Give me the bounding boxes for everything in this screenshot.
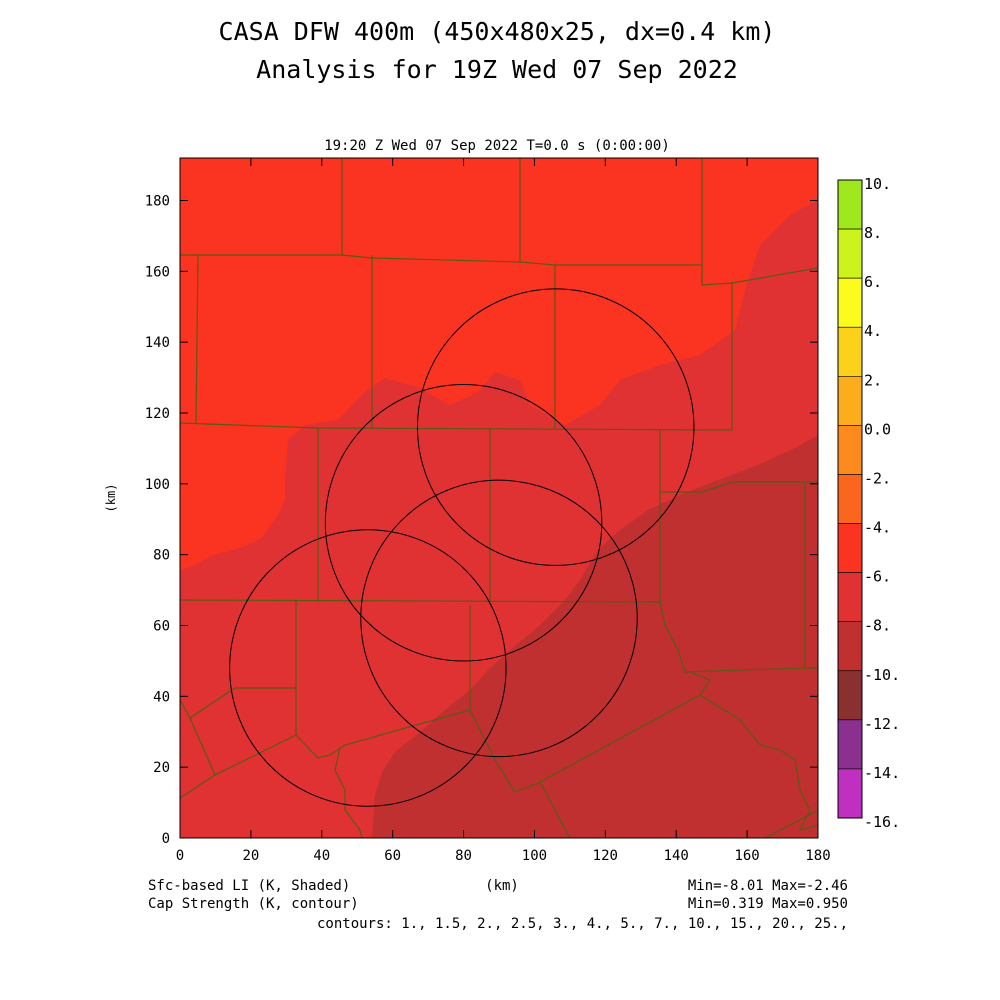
chart-subtitle: Analysis for 19Z Wed 07 Sep 2022	[256, 55, 738, 84]
y-tick-label: 0	[162, 831, 170, 847]
contour-field-label: Cap Strength (K, contour)	[148, 896, 359, 912]
colorbar-swatch	[837, 621, 863, 672]
x-tick-label: 120	[593, 848, 618, 864]
radar-ring	[229, 529, 507, 807]
colorbar-label: 2.	[864, 371, 882, 389]
shaded-field-label: Sfc-based LI (K, Shaded)	[148, 878, 350, 894]
colorbar-swatch	[837, 768, 863, 819]
x-axis-label: (km)	[485, 878, 519, 894]
chart-title: CASA DFW 400m (450x480x25, dx=0.4 km)	[219, 17, 776, 46]
y-tick-label: 120	[145, 406, 170, 422]
colorbar-label: 0.0	[864, 420, 891, 438]
colorbar-swatch	[837, 719, 863, 770]
radar-ring	[360, 479, 638, 758]
colorbar-label: -12.	[864, 715, 900, 733]
colorbar-frame	[837, 179, 863, 819]
plot-frame	[179, 157, 819, 839]
colorbar-swatch	[837, 474, 863, 524]
radar-rings	[229, 288, 695, 807]
radar-ring	[416, 288, 695, 566]
colorbar-label: -8.	[864, 617, 891, 635]
colorbar-swatch	[837, 277, 863, 328]
colorbar-swatch	[837, 179, 863, 230]
y-tick-label: 140	[145, 335, 170, 351]
radar-ring	[324, 384, 603, 662]
plot-area	[180, 158, 818, 838]
y-tick-label: 20	[153, 760, 170, 776]
y-axis-label: (km)	[104, 484, 118, 513]
colorbar-label: -14.	[864, 764, 900, 782]
x-tick-label: 60	[384, 848, 401, 864]
y-tick-label: 100	[145, 477, 170, 493]
x-tick-label: 40	[313, 848, 330, 864]
x-tick-label: 80	[455, 848, 472, 864]
y-tick-label: 40	[153, 689, 170, 705]
colorbar-label: -6.	[864, 568, 891, 586]
colorbar-label: 8.	[864, 224, 882, 242]
x-tick-label: 0	[176, 848, 184, 864]
x-axis: 0 20 40 60 80 100 120 140 160 180	[176, 158, 831, 864]
colorbar-label: -16.	[864, 813, 900, 831]
time-label: 19:20 Z Wed 07 Sep 2022 T=0.0 s (0:00:00…	[324, 138, 670, 154]
colorbar-swatch	[837, 523, 863, 573]
colorbar-swatch	[837, 326, 863, 377]
colorbar-swatch	[837, 376, 863, 426]
y-tick-label: 60	[153, 619, 170, 635]
colorbar-swatch	[837, 572, 863, 622]
y-tick-label: 160	[145, 264, 170, 280]
x-tick-label: 100	[522, 848, 547, 864]
colorbar-label: -10.	[864, 666, 900, 684]
colorbar-swatch	[837, 425, 863, 475]
x-tick-label: 140	[664, 848, 689, 864]
colorbar-label: 6.	[864, 273, 882, 291]
colorbar-label: -2.	[864, 469, 891, 487]
county-lines	[180, 158, 818, 838]
colorbar: 10. 8. 6. 4. 2. 0.0 -2. -4. -6. -8. -10. -12. -14. -1…	[837, 175, 900, 831]
y-tick-label: 180	[145, 194, 170, 210]
colorbar-label: -4.	[864, 519, 891, 537]
y-axis: 0 20 40 60 80 100 120 140 160 180	[145, 194, 818, 847]
colorbar-swatch	[837, 228, 863, 279]
y-tick-label: 80	[153, 548, 170, 564]
colorbar-label: 10.	[864, 175, 891, 193]
colorbar-swatch	[837, 670, 863, 721]
shaded-minmax: Min=-8.01 Max=-2.46	[688, 878, 848, 894]
x-tick-label: 20	[242, 848, 259, 864]
x-tick-label: 160	[734, 848, 759, 864]
x-tick-label: 180	[805, 848, 830, 864]
contour-levels: contours: 1., 1.5, 2., 2.5, 3., 4., 5., …	[317, 916, 848, 932]
contour-minmax: Min=0.319 Max=0.950	[688, 896, 848, 912]
colorbar-label: 4.	[864, 322, 882, 340]
